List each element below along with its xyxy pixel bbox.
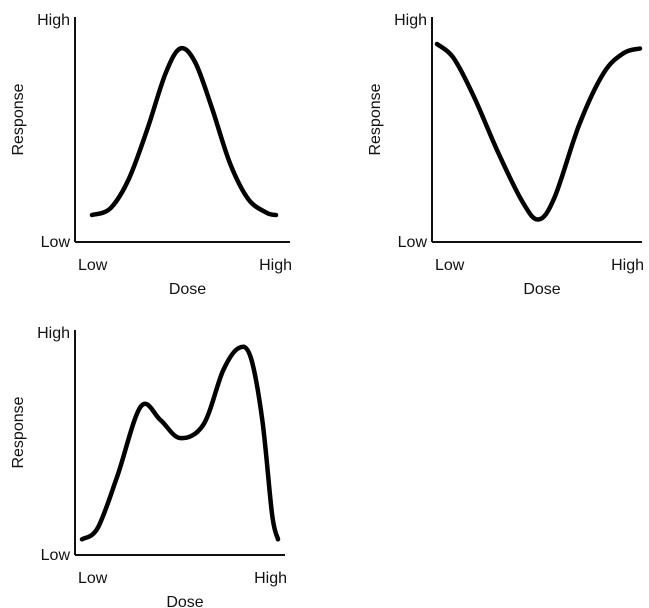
x-tick-label-low: Low — [78, 257, 108, 274]
x-axis-title: Dose — [166, 594, 203, 608]
chart-panel-3: Low High Low High Dose Response — [10, 325, 287, 608]
x-tick-label-low: Low — [78, 570, 108, 587]
x-tick-label-high: High — [254, 570, 287, 587]
response-curve — [79, 344, 281, 542]
y-tick-label-high: High — [37, 325, 70, 342]
response-curve — [434, 41, 643, 222]
x-tick-label-high: High — [259, 257, 292, 274]
x-axis-title: Dose — [523, 281, 560, 298]
y-tick-label-low: Low — [41, 547, 71, 564]
y-tick-label-high: High — [394, 12, 427, 29]
y-axis-title: Response — [10, 396, 27, 468]
response-curve — [89, 45, 279, 218]
y-axis-title: Response — [367, 83, 384, 155]
y-tick-label-low: Low — [41, 234, 71, 251]
chart-panel-1: Low High Low High Dose Response — [10, 12, 292, 298]
y-tick-label-high: High — [37, 12, 70, 29]
x-tick-label-high: High — [611, 257, 644, 274]
x-axis-title: Dose — [169, 281, 206, 298]
y-tick-label-low: Low — [398, 234, 428, 251]
y-axis-title: Response — [10, 83, 27, 155]
chart-panel-2: Low High Low High Dose Response — [367, 12, 644, 298]
x-tick-label-low: Low — [435, 257, 465, 274]
